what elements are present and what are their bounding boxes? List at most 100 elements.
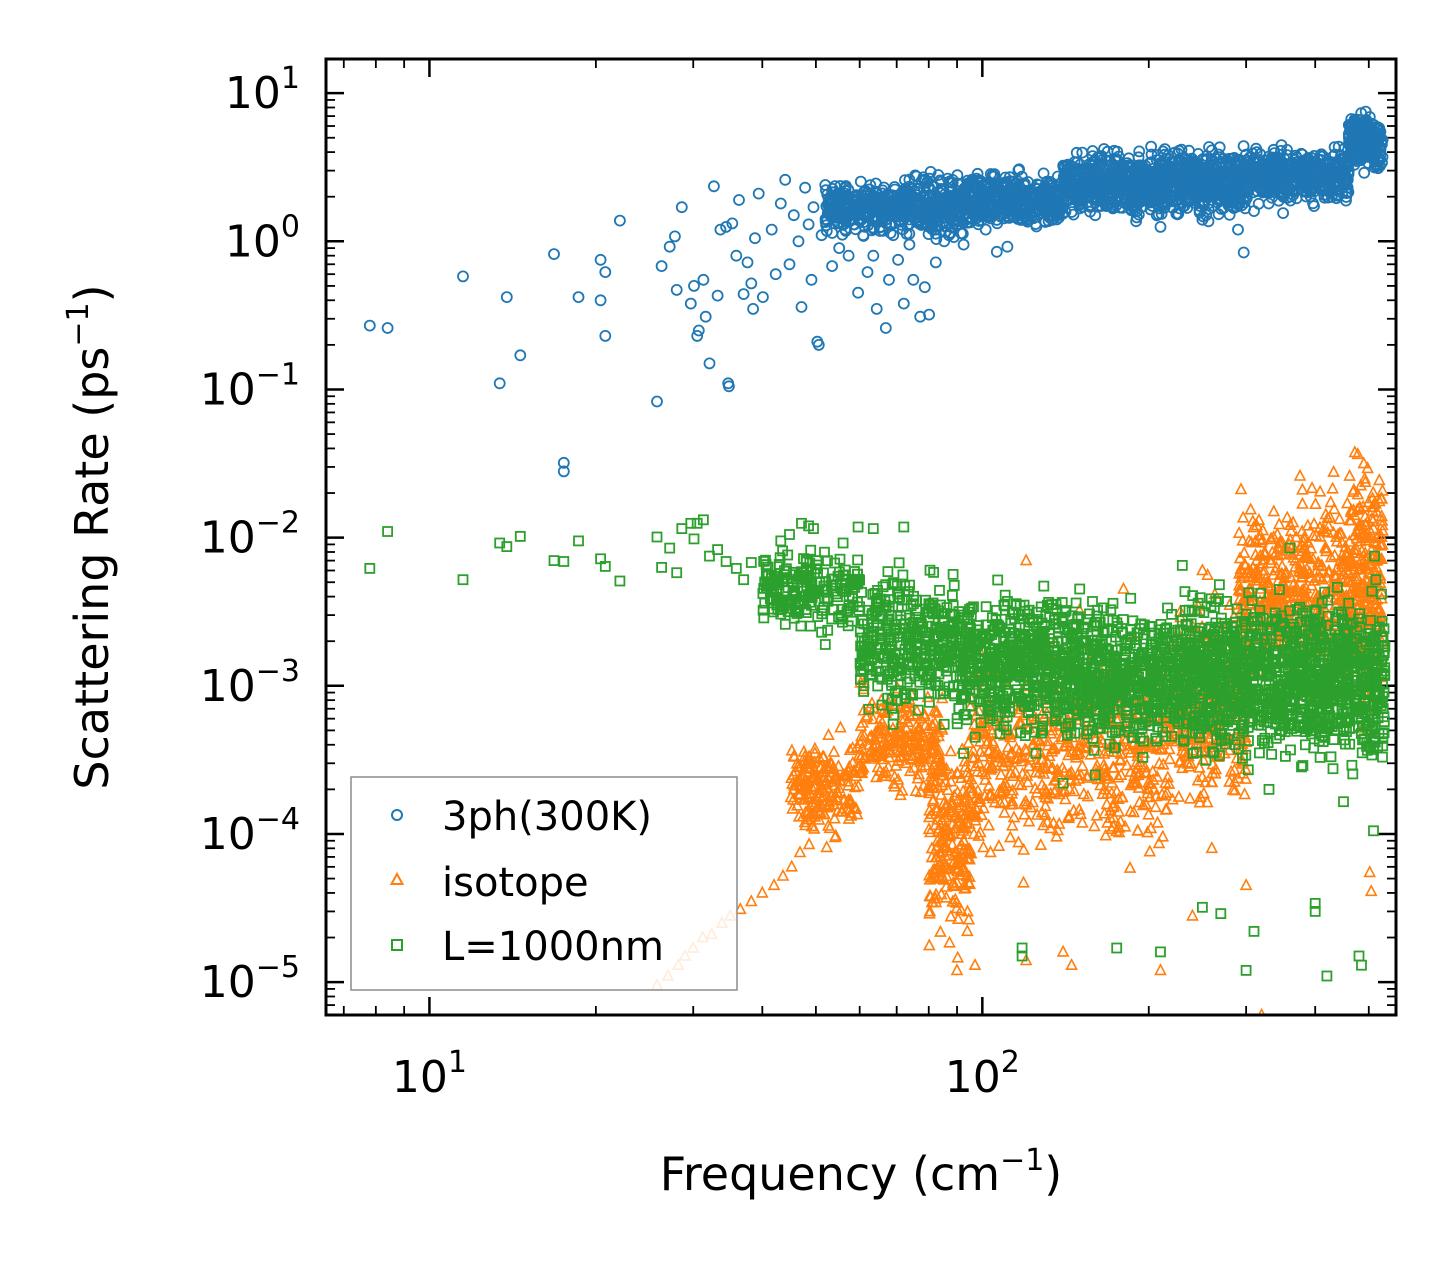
data-point xyxy=(833,242,846,255)
data-point xyxy=(820,219,833,232)
data-point xyxy=(737,288,750,301)
data-point xyxy=(684,297,697,310)
data-point xyxy=(827,744,841,757)
data-point xyxy=(934,924,947,937)
data-point xyxy=(977,840,990,853)
data-point xyxy=(1295,524,1309,537)
data-point xyxy=(901,201,913,214)
data-point xyxy=(922,938,936,951)
data-point xyxy=(951,950,965,963)
data-point xyxy=(923,215,936,227)
data-point xyxy=(869,203,882,216)
data-point xyxy=(548,248,560,261)
plot-area xyxy=(363,105,1391,1015)
data-point xyxy=(907,273,920,286)
data-point xyxy=(745,277,758,290)
data-point xyxy=(1086,145,1099,157)
data-point xyxy=(884,227,897,240)
data-point xyxy=(1012,206,1025,219)
data-point xyxy=(941,172,954,185)
data-point xyxy=(741,256,754,269)
data-point xyxy=(363,319,376,332)
data-point xyxy=(1088,819,1101,832)
data-point xyxy=(1248,205,1260,218)
data-point xyxy=(1110,199,1123,212)
data-point xyxy=(883,273,895,286)
data-point xyxy=(861,266,874,279)
data-point xyxy=(1293,468,1307,481)
data-point xyxy=(1326,481,1339,494)
data-point xyxy=(765,223,778,236)
data-point xyxy=(1267,504,1281,517)
data-point xyxy=(1012,164,1025,177)
data-point xyxy=(599,329,612,342)
data-point xyxy=(805,273,818,286)
data-point xyxy=(929,256,942,269)
data-point xyxy=(733,194,745,206)
data-point xyxy=(929,227,942,240)
data-point xyxy=(946,173,959,186)
data-point xyxy=(711,289,724,302)
data-point xyxy=(651,395,663,408)
data-point xyxy=(943,935,956,948)
data-point xyxy=(1095,154,1108,167)
data-point xyxy=(910,170,923,183)
data-point xyxy=(826,260,838,273)
data-point xyxy=(769,268,782,281)
data-point xyxy=(852,205,865,218)
data-point xyxy=(1372,473,1386,486)
data-point xyxy=(943,189,955,202)
data-point xyxy=(1109,162,1122,175)
data-point xyxy=(1296,496,1309,509)
data-point xyxy=(834,720,847,733)
data-point xyxy=(594,294,607,307)
data-point xyxy=(929,193,942,206)
data-point xyxy=(1006,197,1019,210)
data-point xyxy=(1238,787,1251,800)
data-point xyxy=(918,281,931,294)
series-circle xyxy=(363,105,1389,478)
data-point xyxy=(832,216,845,229)
data-point xyxy=(670,283,683,296)
data-point xyxy=(457,270,469,283)
data-point xyxy=(904,188,917,201)
data-point xyxy=(924,202,936,215)
data-point xyxy=(1244,502,1258,515)
data-point xyxy=(1133,160,1146,173)
data-point xyxy=(1156,829,1170,842)
data-point xyxy=(820,184,832,197)
data-point xyxy=(669,230,681,243)
data-point xyxy=(842,192,855,204)
data-point xyxy=(1098,143,1110,155)
data-point xyxy=(897,297,910,310)
data-point xyxy=(1358,166,1371,179)
data-point xyxy=(749,232,761,245)
data-point xyxy=(1149,800,1162,813)
data-point xyxy=(999,176,1011,189)
data-point xyxy=(903,238,916,251)
data-point xyxy=(599,266,612,279)
data-point xyxy=(1232,223,1244,236)
data-point xyxy=(977,801,990,814)
data-point xyxy=(992,838,1006,852)
data-point xyxy=(1001,209,1014,222)
data-point xyxy=(896,186,909,198)
data-point xyxy=(594,253,607,266)
data-point xyxy=(699,310,712,323)
data-point xyxy=(655,260,668,273)
data-point xyxy=(747,302,759,315)
data-point xyxy=(930,205,943,217)
data-point xyxy=(1034,837,1048,851)
data-point xyxy=(1001,740,1015,753)
data-point xyxy=(979,223,992,236)
data-point xyxy=(675,201,688,214)
data-point xyxy=(1112,150,1125,163)
data-point xyxy=(697,273,710,286)
data-point xyxy=(982,818,996,831)
data-point xyxy=(1327,464,1340,477)
data-point xyxy=(944,744,958,757)
data-point xyxy=(779,173,792,186)
data-point xyxy=(1125,200,1138,213)
data-point xyxy=(1007,810,1021,823)
